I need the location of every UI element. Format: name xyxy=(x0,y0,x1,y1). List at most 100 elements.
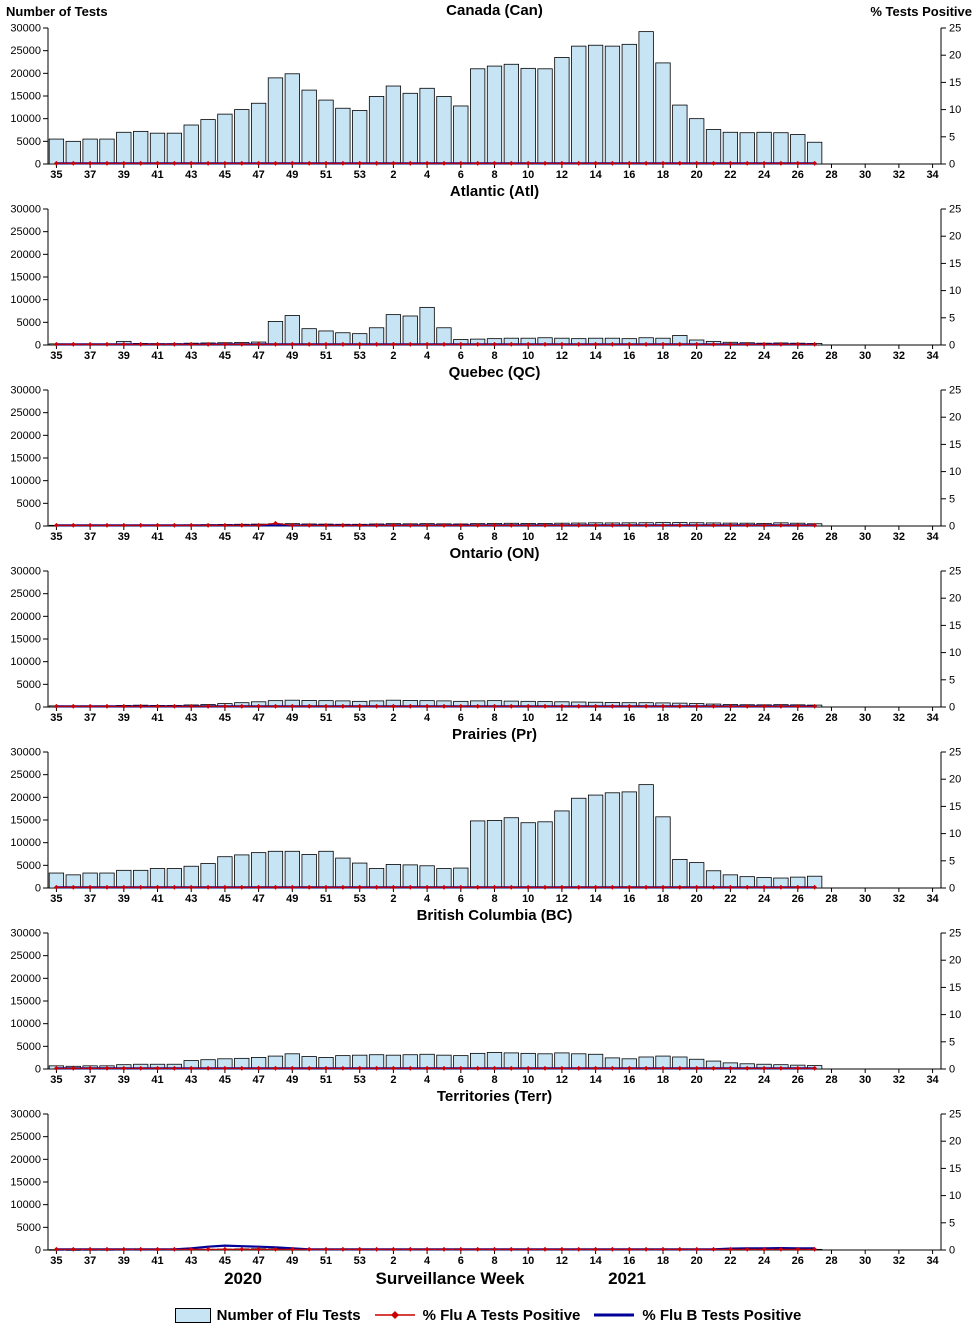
week-tick-label: 18 xyxy=(657,350,669,362)
fluA-diamond-marker xyxy=(525,884,531,890)
fluA-diamond-marker xyxy=(610,884,615,890)
fluA-diamond-marker xyxy=(391,1246,396,1252)
left-tick-label: 5000 xyxy=(17,498,41,510)
fluA-diamond-marker xyxy=(593,341,598,347)
week-tick-label: 41 xyxy=(151,531,163,543)
week-tick-label: 24 xyxy=(758,531,771,543)
tests-bar xyxy=(133,130,149,165)
fluA-diamond-marker xyxy=(728,522,733,528)
right-tick-label: 15 xyxy=(949,801,961,813)
tests-bar xyxy=(672,859,688,889)
week-tick-label: 34 xyxy=(926,531,939,543)
week-tick-label: 47 xyxy=(252,712,264,724)
week-tick-label: 32 xyxy=(893,531,905,543)
fluA-diamond-marker xyxy=(761,884,767,890)
tests-bar xyxy=(301,89,317,165)
fluA-diamond-marker xyxy=(340,160,346,166)
fluA-diamond-marker xyxy=(475,1246,481,1252)
fluA-diamond-marker xyxy=(289,522,295,528)
week-tick-label: 12 xyxy=(556,169,568,181)
fluA-diamond-marker xyxy=(525,522,531,528)
week-tick-label: 24 xyxy=(758,1074,771,1086)
tests-bar xyxy=(638,784,654,889)
fluA-diamond-marker xyxy=(508,703,514,709)
legend-item-tests: Number of Flu Tests xyxy=(174,1307,361,1324)
fluA-diamond-marker xyxy=(458,1246,464,1252)
tests-bar xyxy=(217,856,233,889)
tests-bar xyxy=(419,865,435,889)
fluA-diamond-marker xyxy=(54,522,59,528)
week-tick-label: 12 xyxy=(556,1255,568,1267)
fluA-diamond-marker xyxy=(677,884,683,890)
left-tick-label: 25000 xyxy=(10,1131,41,1143)
week-tick-label: 22 xyxy=(724,531,736,543)
fluA-diamond-marker xyxy=(306,522,312,528)
week-tick-label: 39 xyxy=(118,1255,130,1267)
fluA-diamond-marker xyxy=(357,522,363,528)
fluA-diamond-marker xyxy=(70,1246,76,1252)
week-tick-label: 12 xyxy=(556,350,568,362)
surveillance-week-label: Surveillance Week xyxy=(375,1269,525,1288)
left-tick-label: 30000 xyxy=(10,566,41,578)
week-tick-label: 12 xyxy=(556,1074,568,1086)
fluA-diamond-marker xyxy=(593,522,598,528)
fluA-diamond-marker xyxy=(424,522,430,528)
legend-item-fluB: % Flu B Tests Positive xyxy=(592,1307,801,1324)
fluA-diamond-marker xyxy=(441,1246,447,1252)
fluA-diamond-marker xyxy=(728,703,733,709)
week-tick-label: 8 xyxy=(491,1074,497,1086)
fluA-diamond-marker xyxy=(407,341,413,347)
fluA-diamond-marker xyxy=(812,522,817,528)
week-tick-label: 14 xyxy=(589,350,602,362)
tests-bar xyxy=(520,67,536,165)
fluA-diamond-marker xyxy=(761,522,767,528)
week-tick-label: 8 xyxy=(491,712,497,724)
left-tick-label: 10000 xyxy=(10,475,41,487)
week-tick-label: 32 xyxy=(893,893,905,905)
fluA-diamond-marker xyxy=(104,1246,110,1252)
fluA-diamond-marker xyxy=(87,160,93,166)
tests-bar xyxy=(183,865,199,889)
week-tick-label: 34 xyxy=(926,350,939,362)
week-tick-label: 39 xyxy=(118,169,130,181)
right-tick-label: 0 xyxy=(949,883,955,895)
week-tick-label: 26 xyxy=(792,531,804,543)
week-tick-label: 37 xyxy=(84,893,96,905)
fluA-diamond-marker xyxy=(744,522,750,528)
fluA-diamond-marker xyxy=(508,341,514,347)
fluA-diamond-marker xyxy=(576,160,582,166)
week-tick-label: 20 xyxy=(691,1074,703,1086)
fluA-diamond-marker xyxy=(677,522,683,528)
right-tick-label: 10 xyxy=(949,1009,961,1021)
left-tick-label: 30000 xyxy=(10,23,41,35)
week-tick-label: 14 xyxy=(589,1255,602,1267)
right-tick-label: 0 xyxy=(949,159,955,171)
week-tick-label: 51 xyxy=(320,350,332,362)
tests-bar xyxy=(250,852,267,889)
tests-bar xyxy=(234,109,250,165)
chart-panel-quebec-qc: Quebec (QC) 0 5000 10000 15000 20000 25000 3000… xyxy=(10,364,961,543)
week-tick-label: 53 xyxy=(354,1074,366,1086)
tests-bar xyxy=(554,810,570,889)
fluA-diamond-marker xyxy=(610,160,615,166)
left-tick-label: 0 xyxy=(35,1245,41,1257)
fluA-diamond-marker xyxy=(525,341,531,347)
fluA-diamond-marker xyxy=(407,522,413,528)
fluA-diamond-marker xyxy=(424,341,430,347)
week-tick-label: 39 xyxy=(118,893,130,905)
fluA-diamond-marker xyxy=(610,341,615,347)
fluA-diamond-marker xyxy=(694,1246,700,1252)
fluA-diamond-marker xyxy=(273,703,278,709)
week-tick-label: 53 xyxy=(354,350,366,362)
fluA-diamond-marker xyxy=(121,703,127,709)
week-tick-label: 14 xyxy=(589,893,602,905)
tests-bar xyxy=(335,857,351,889)
week-tick-label: 4 xyxy=(424,350,431,362)
week-tick-label: 39 xyxy=(118,350,130,362)
left-tick-label: 0 xyxy=(35,883,41,895)
tests-bar xyxy=(486,65,503,165)
week-tick-label: 20 xyxy=(691,169,703,181)
week-tick-label: 6 xyxy=(458,712,464,724)
week-tick-label: 37 xyxy=(84,712,96,724)
fluA-diamond-marker xyxy=(138,884,144,890)
